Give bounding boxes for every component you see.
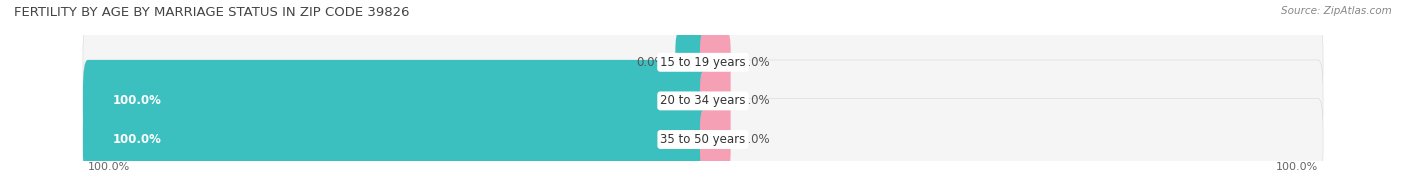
FancyBboxPatch shape (83, 99, 707, 180)
Text: 20 to 34 years: 20 to 34 years (661, 94, 745, 107)
FancyBboxPatch shape (700, 33, 731, 92)
Text: 35 to 50 years: 35 to 50 years (661, 133, 745, 146)
Text: 100.0%: 100.0% (1275, 162, 1319, 172)
Text: 0.0%: 0.0% (740, 133, 769, 146)
Text: 100.0%: 100.0% (112, 94, 162, 107)
FancyBboxPatch shape (83, 60, 707, 142)
Text: 0.0%: 0.0% (740, 94, 769, 107)
Text: 100.0%: 100.0% (87, 162, 131, 172)
FancyBboxPatch shape (700, 72, 731, 130)
Text: FERTILITY BY AGE BY MARRIAGE STATUS IN ZIP CODE 39826: FERTILITY BY AGE BY MARRIAGE STATUS IN Z… (14, 6, 409, 19)
FancyBboxPatch shape (697, 60, 1323, 142)
FancyBboxPatch shape (83, 99, 707, 180)
Text: 15 to 19 years: 15 to 19 years (661, 56, 745, 69)
Text: Source: ZipAtlas.com: Source: ZipAtlas.com (1281, 6, 1392, 16)
Text: 100.0%: 100.0% (112, 133, 162, 146)
Text: 0.0%: 0.0% (740, 56, 769, 69)
FancyBboxPatch shape (700, 110, 731, 169)
FancyBboxPatch shape (83, 60, 707, 142)
FancyBboxPatch shape (675, 33, 706, 92)
FancyBboxPatch shape (697, 21, 1323, 103)
FancyBboxPatch shape (83, 21, 707, 103)
FancyBboxPatch shape (697, 99, 1323, 180)
Text: 0.0%: 0.0% (637, 56, 666, 69)
